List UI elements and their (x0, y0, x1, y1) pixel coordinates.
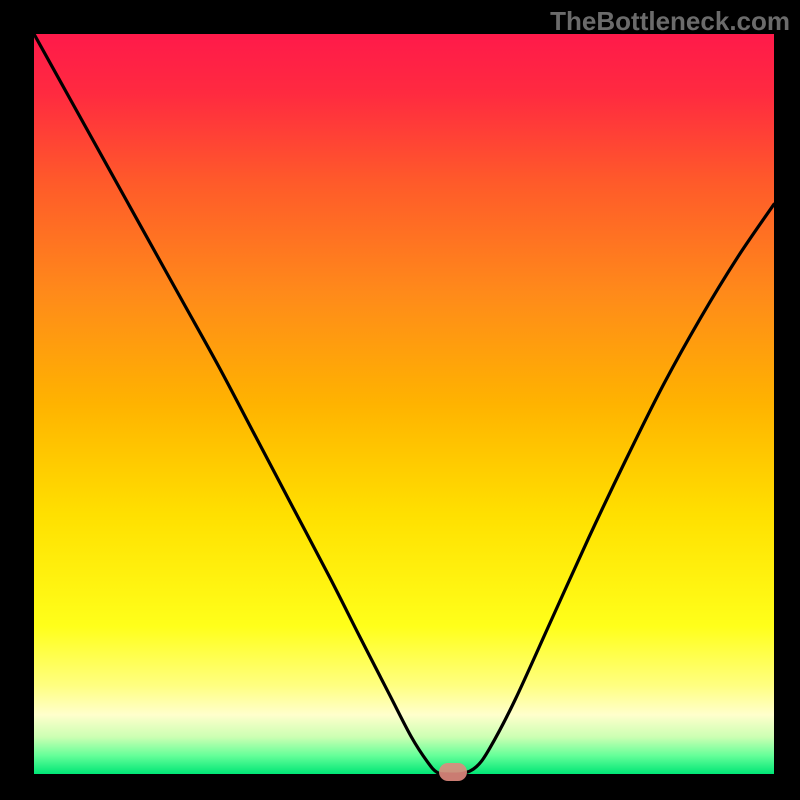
bottleneck-curve (34, 34, 774, 774)
min-marker (439, 763, 467, 781)
canvas: TheBottleneck.com (0, 0, 800, 800)
plot-area (34, 34, 774, 774)
watermark-text: TheBottleneck.com (550, 6, 790, 37)
